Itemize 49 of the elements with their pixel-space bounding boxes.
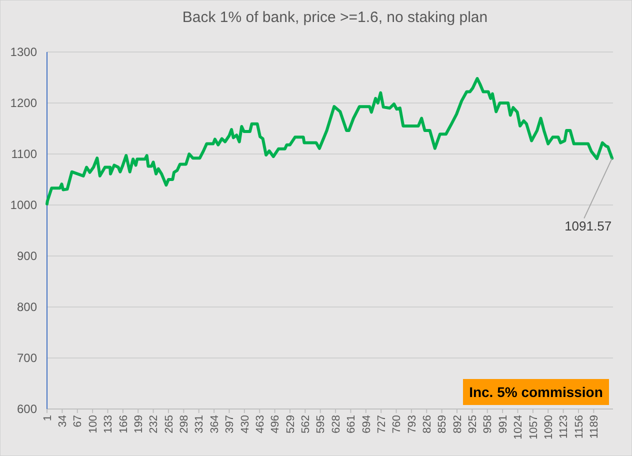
x-tick-label: 463 [254, 415, 266, 434]
y-tick-label: 700 [16, 351, 38, 366]
x-tick-label: 958 [482, 415, 494, 434]
x-tick-label: 67 [72, 415, 84, 428]
x-tick-label: 595 [315, 415, 328, 434]
x-tick-label: 331 [194, 415, 206, 434]
x-tick-label: 298 [178, 415, 191, 434]
chart-title: Back 1% of bank, price >=1.6, no staking plan [182, 9, 488, 26]
x-tick-label: 727 [376, 415, 388, 434]
x-tick-label: 1024 [512, 415, 525, 440]
x-tick-label: 793 [406, 415, 418, 434]
y-tick-label: 1000 [10, 198, 38, 212]
x-tick-label: 826 [421, 415, 434, 434]
x-tick-label: 1 [42, 415, 54, 422]
x-tick-label: 628 [330, 415, 342, 434]
x-tick-label: 1156 [573, 415, 586, 439]
annotation: 1091.57 [564, 218, 612, 234]
x-tick-label: 133 [102, 415, 115, 434]
x-tick-label: 661 [346, 415, 358, 434]
x-tick-label: 232 [148, 415, 160, 434]
x-tick-label: 265 [163, 415, 176, 434]
x-tick-label: 496 [270, 415, 282, 434]
x-tick-label: 1189 [588, 415, 601, 439]
x-tick-label: 892 [452, 415, 464, 434]
x-tick-label: 364 [208, 415, 221, 434]
x-tick-label: 1090 [542, 415, 555, 440]
y-tick-label: 1300 [10, 45, 38, 60]
x-tick-label: 1123 [558, 415, 570, 439]
x-tick-label: 760 [391, 415, 404, 434]
x-tick-label: 199 [132, 415, 145, 434]
x-tick-label: 397 [224, 415, 236, 434]
x-tick-label: 166 [118, 415, 130, 434]
x-tick-label: 34 [57, 415, 70, 428]
annotation: Inc. 5% commission [469, 384, 603, 400]
x-tick-label: 925 [467, 415, 480, 434]
x-tick-label: 562 [300, 415, 312, 434]
y-tick-label: 900 [16, 249, 38, 264]
line-series [46, 77, 614, 206]
y-tick-label: 800 [16, 300, 38, 314]
x-tick-label: 1057 [528, 415, 540, 440]
y-tick-label: 600 [16, 402, 38, 416]
x-tick-label: 694 [360, 415, 373, 434]
y-tick-label: 1100 [11, 147, 38, 162]
x-tick-label: 859 [436, 415, 449, 434]
y-tick-label: 1200 [10, 96, 38, 110]
x-tick-label: 430 [239, 415, 252, 434]
x-tick-label: 100 [87, 415, 100, 434]
x-tick-label: 991 [497, 415, 510, 434]
x-tick-label: 529 [284, 415, 297, 434]
